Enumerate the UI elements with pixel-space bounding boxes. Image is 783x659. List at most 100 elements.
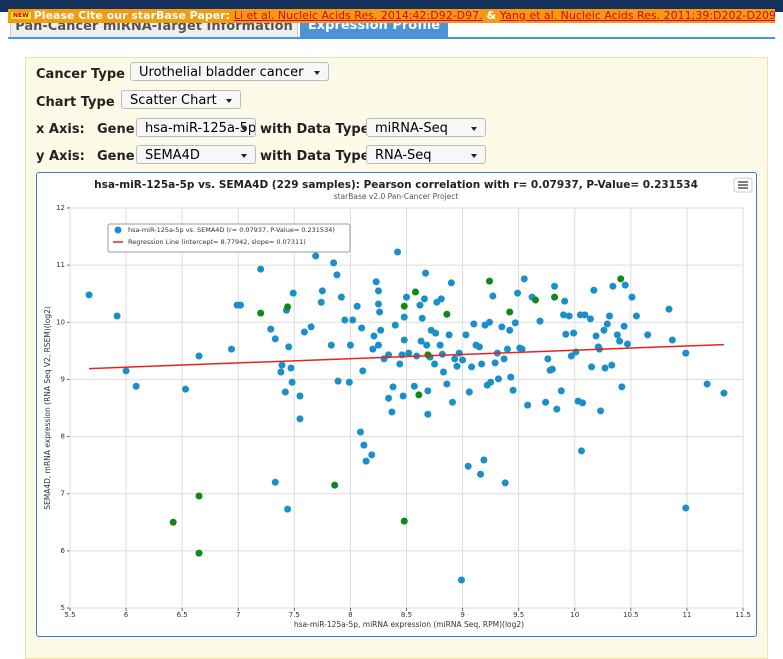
y-tick-label: 10	[56, 318, 65, 326]
point	[455, 349, 463, 357]
point	[620, 322, 628, 330]
point	[459, 356, 467, 364]
point	[682, 349, 690, 357]
point	[377, 326, 385, 334]
chart-title: hsa-miR-125a-5p vs. SEMA4D (229 samples)…	[94, 179, 698, 191]
select[interactable]: SEMA4D	[136, 145, 256, 164]
point	[617, 275, 625, 283]
point	[374, 287, 382, 295]
point	[122, 367, 130, 375]
point	[509, 386, 517, 394]
point	[475, 343, 483, 351]
point	[551, 293, 559, 301]
point	[494, 375, 502, 383]
point	[565, 312, 573, 320]
point	[432, 329, 440, 337]
point	[267, 325, 275, 333]
point	[113, 312, 121, 320]
point	[411, 288, 419, 296]
point	[420, 295, 428, 303]
point	[431, 360, 439, 368]
point	[400, 302, 408, 310]
select[interactable]: miRNA-Seq	[366, 118, 486, 137]
point	[374, 300, 382, 308]
point	[257, 309, 265, 317]
label: with Data Type	[260, 149, 370, 164]
link[interactable]: Li et al. Nucleic Acids Res. 2014;42:D92…	[233, 9, 483, 22]
point	[360, 441, 368, 449]
point	[374, 341, 382, 349]
badge: NEW	[11, 12, 31, 19]
point	[506, 326, 514, 334]
point	[597, 407, 605, 415]
point	[389, 383, 397, 391]
point	[195, 549, 203, 557]
point	[443, 310, 451, 318]
point	[621, 281, 629, 289]
point	[132, 382, 140, 390]
x-tick-label: 6.5	[177, 611, 188, 619]
point	[438, 350, 446, 358]
y-tick-label: 5	[61, 604, 65, 612]
x-tick-label: 11.5	[735, 611, 751, 619]
point	[551, 282, 559, 290]
point	[376, 308, 384, 316]
point	[489, 292, 497, 300]
point	[359, 367, 367, 375]
point	[536, 317, 544, 325]
point	[592, 332, 600, 340]
point	[665, 305, 673, 313]
point	[385, 394, 393, 402]
point	[600, 326, 608, 334]
select[interactable]: Scatter Chart	[121, 90, 241, 109]
point	[195, 352, 203, 360]
point	[436, 341, 444, 349]
point	[416, 301, 424, 309]
point	[307, 323, 315, 331]
point	[682, 504, 690, 512]
point	[616, 337, 624, 345]
point	[281, 388, 289, 396]
point	[468, 363, 476, 371]
point	[608, 361, 616, 369]
point	[524, 401, 532, 409]
point	[169, 518, 177, 526]
point	[577, 447, 585, 455]
point	[579, 399, 587, 407]
point	[349, 316, 357, 324]
point	[470, 320, 478, 328]
link[interactable]: Yang et al. Nucleic Acids Res. 2011;39:D…	[499, 9, 775, 22]
point	[588, 363, 596, 371]
point	[462, 331, 470, 339]
notice: Please Cite our starBase Paper:	[33, 9, 230, 22]
point	[415, 391, 423, 399]
point	[330, 259, 338, 267]
point	[400, 313, 408, 321]
point	[514, 289, 522, 297]
legend-box	[107, 223, 351, 253]
point	[399, 392, 407, 400]
point	[586, 315, 594, 323]
point	[590, 286, 598, 294]
select[interactable]: RNA-Seq	[366, 145, 486, 164]
point	[548, 365, 556, 373]
y-tick-label: 6	[61, 547, 66, 555]
point	[317, 298, 325, 306]
point	[561, 297, 569, 305]
menu-button[interactable]	[733, 177, 753, 193]
select[interactable]: hsa-miR-125a-5p	[136, 118, 256, 137]
x-tick-label: 5.5	[64, 611, 75, 619]
point	[358, 324, 366, 332]
x-tick-label: 8.5	[401, 611, 412, 619]
point	[331, 481, 339, 489]
select[interactable]: Urothelial bladder cancer	[130, 62, 329, 81]
chart-subtitle: starBase v2.0 Pan-Cancer Project	[334, 192, 459, 201]
point	[601, 364, 609, 372]
point	[443, 380, 451, 388]
point	[668, 336, 676, 344]
point	[500, 355, 508, 363]
label: y Axis:	[36, 149, 85, 164]
point	[567, 352, 575, 360]
label: Chart Type	[36, 95, 115, 110]
point	[271, 478, 279, 486]
